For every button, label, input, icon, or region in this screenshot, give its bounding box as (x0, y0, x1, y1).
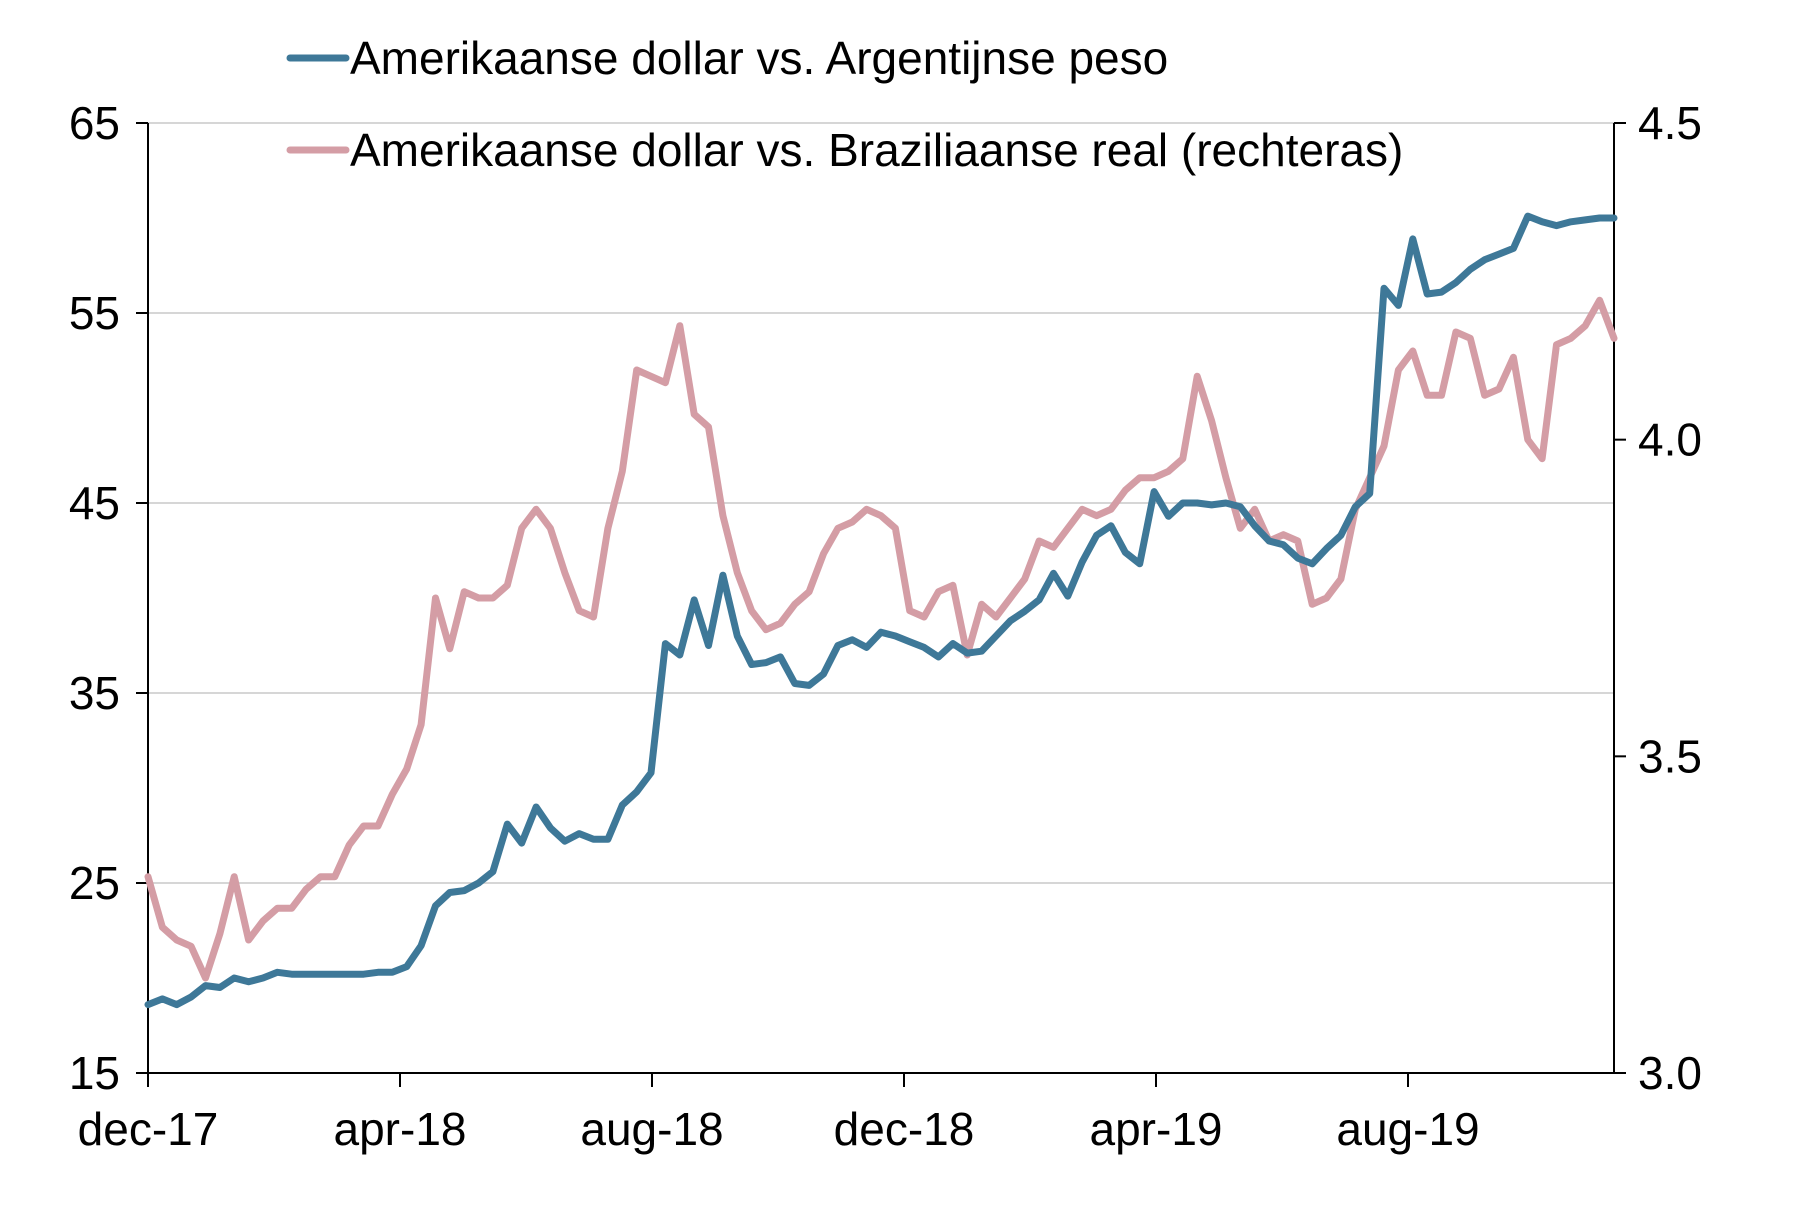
x-tick-label: aug-18 (580, 1103, 723, 1155)
left-tick-label: 25 (69, 857, 120, 909)
left-tick-label: 35 (69, 667, 120, 719)
series-lines (144, 212, 1618, 1009)
tick-labels: 15 25 35 45 55 65 3.0 3.5 4.0 4.5 dec-17 apr-18 aug-… (69, 97, 1702, 1155)
axes (136, 122, 1626, 1087)
gridlines (148, 122, 1614, 884)
left-tick-label: 65 (69, 97, 120, 149)
left-tick-label: 15 (69, 1047, 120, 1099)
legend-label-brl: Amerikaanse dollar vs. Braziliaanse real… (350, 124, 1403, 176)
right-tick-label: 4.0 (1638, 414, 1702, 466)
series-line-ars (144, 212, 1618, 1009)
x-tick-label: dec-18 (834, 1103, 975, 1155)
x-tick-label: apr-18 (334, 1103, 467, 1155)
legend-label-ars: Amerikaanse dollar vs. Argentijnse peso (350, 32, 1168, 84)
right-tick-label: 4.5 (1638, 97, 1702, 149)
right-tick-label: 3.0 (1638, 1047, 1702, 1099)
series-line-brl (144, 296, 1618, 982)
legend: Amerikaanse dollar vs. Argentijnse peso … (286, 32, 1403, 176)
x-tick-label: aug-19 (1336, 1103, 1479, 1155)
left-tick-label: 55 (69, 287, 120, 339)
x-tick-label: dec-17 (78, 1103, 219, 1155)
left-tick-label: 45 (69, 477, 120, 529)
right-tick-label: 3.5 (1638, 730, 1702, 782)
x-tick-label: apr-19 (1090, 1103, 1223, 1155)
